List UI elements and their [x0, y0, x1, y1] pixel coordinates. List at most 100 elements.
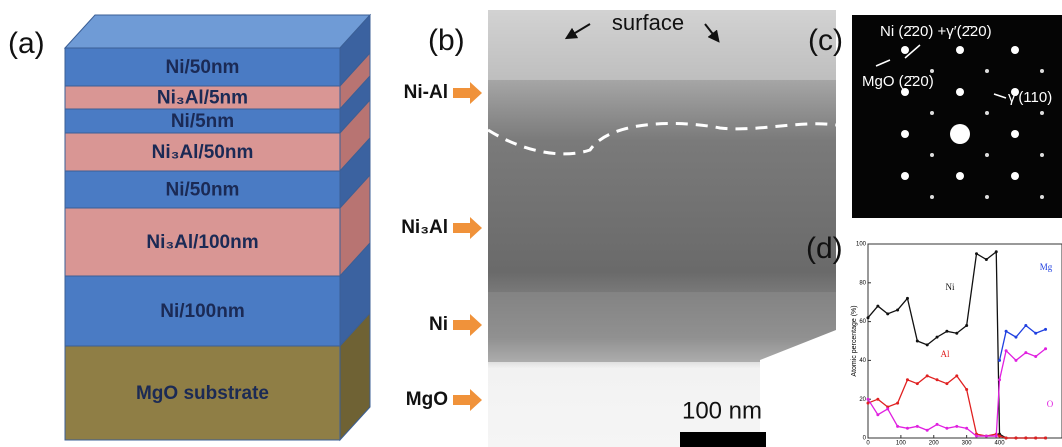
point [896, 308, 899, 311]
diffraction-pattern [852, 15, 1062, 218]
spot [901, 46, 909, 54]
series-label: Ni [946, 282, 955, 292]
point [926, 374, 929, 377]
y-tick-label: 20 [859, 397, 866, 403]
layer-label: Ni/50nm [166, 57, 240, 78]
point [965, 388, 968, 391]
spot [956, 172, 964, 180]
spot [950, 124, 970, 144]
point [998, 435, 1001, 438]
point [896, 402, 899, 405]
x-tick-label: 100 [896, 441, 907, 447]
point [926, 429, 929, 432]
spot [956, 88, 964, 96]
plot-area [868, 244, 1062, 438]
point [936, 378, 939, 381]
point [1034, 437, 1037, 440]
series-label: Al [941, 349, 950, 359]
spot [1011, 172, 1019, 180]
point [1024, 324, 1027, 327]
point [906, 297, 909, 300]
point [1014, 359, 1017, 362]
layer-label: Ni₃Al/5nm [157, 88, 248, 109]
spot [1040, 69, 1044, 73]
x-tick-label: 0 [866, 441, 870, 447]
spot [985, 195, 989, 199]
spot [985, 111, 989, 115]
x-tick-label: 300 [962, 441, 973, 447]
spot [985, 69, 989, 73]
point [906, 427, 909, 430]
point [945, 427, 948, 430]
y-tick-label: 40 [859, 358, 866, 364]
point [916, 340, 919, 343]
region-label: Ni [429, 314, 448, 335]
scale-bar-label: 100 nm [682, 397, 762, 424]
point [1044, 328, 1047, 331]
point [985, 258, 988, 261]
point [926, 343, 929, 346]
scale-bar [680, 432, 766, 447]
point [876, 305, 879, 308]
panel-label: (a) [8, 27, 45, 60]
point [955, 374, 958, 377]
spot [1040, 195, 1044, 199]
point [955, 425, 958, 428]
point [896, 425, 899, 428]
series-label: O [1047, 399, 1054, 409]
layer-label: Ni/5nm [171, 111, 234, 132]
spot [1040, 111, 1044, 115]
point [1005, 437, 1008, 440]
layer-label: MgO substrate [136, 383, 269, 404]
point [955, 332, 958, 335]
layer-top [65, 15, 370, 48]
point [936, 423, 939, 426]
point [936, 336, 939, 339]
layer-label: Ni/50nm [166, 180, 240, 201]
spot [930, 111, 934, 115]
layer-stack: Ni/50nm Ni₃Al/5nmNi/5nm Ni₃Al/50nm Ni/50nm N… [65, 15, 370, 440]
y-axis-label: Atomic percentage (%) [851, 305, 858, 376]
region-label: Ni₃Al [401, 217, 448, 238]
point [906, 378, 909, 381]
y-tick-label: 60 [859, 319, 866, 325]
point [995, 250, 998, 253]
point [867, 398, 870, 401]
point [886, 407, 889, 410]
y-tick-label: 80 [859, 280, 866, 286]
point [945, 330, 948, 333]
point [916, 382, 919, 385]
spot [1011, 46, 1019, 54]
region-label: Ni-Al [404, 82, 448, 103]
point [998, 378, 1001, 381]
spot [901, 130, 909, 138]
region-label: MgO [406, 389, 448, 410]
tem-image [488, 10, 836, 447]
region-labels: Ni-Al Ni₃Al Ni MgO [401, 82, 482, 411]
point [1014, 437, 1017, 440]
annotation: γ′(110) [1008, 89, 1052, 106]
region-arrow [453, 217, 482, 239]
panel-label: (b) [428, 24, 465, 57]
spot [901, 172, 909, 180]
region-arrow [453, 314, 482, 336]
point [998, 359, 1001, 362]
point [1024, 351, 1027, 354]
panel-label: (c) [808, 24, 843, 57]
point [975, 252, 978, 255]
point [995, 435, 998, 438]
point [985, 435, 988, 438]
point [1005, 349, 1008, 352]
series-label: Mg [1040, 262, 1053, 272]
spot [1011, 130, 1019, 138]
point [876, 413, 879, 416]
point [1005, 330, 1008, 333]
spot [956, 46, 964, 54]
point [1014, 336, 1017, 339]
point [867, 316, 870, 319]
figure: (a) Ni/50nmNi₃Al/5nmNi/5nmNi₃Al/50nmNi/5… [0, 0, 1062, 447]
spot [930, 195, 934, 199]
layer-label: Ni/100nm [160, 301, 244, 322]
layer-label: Ni₃Al/50nm [152, 142, 254, 163]
